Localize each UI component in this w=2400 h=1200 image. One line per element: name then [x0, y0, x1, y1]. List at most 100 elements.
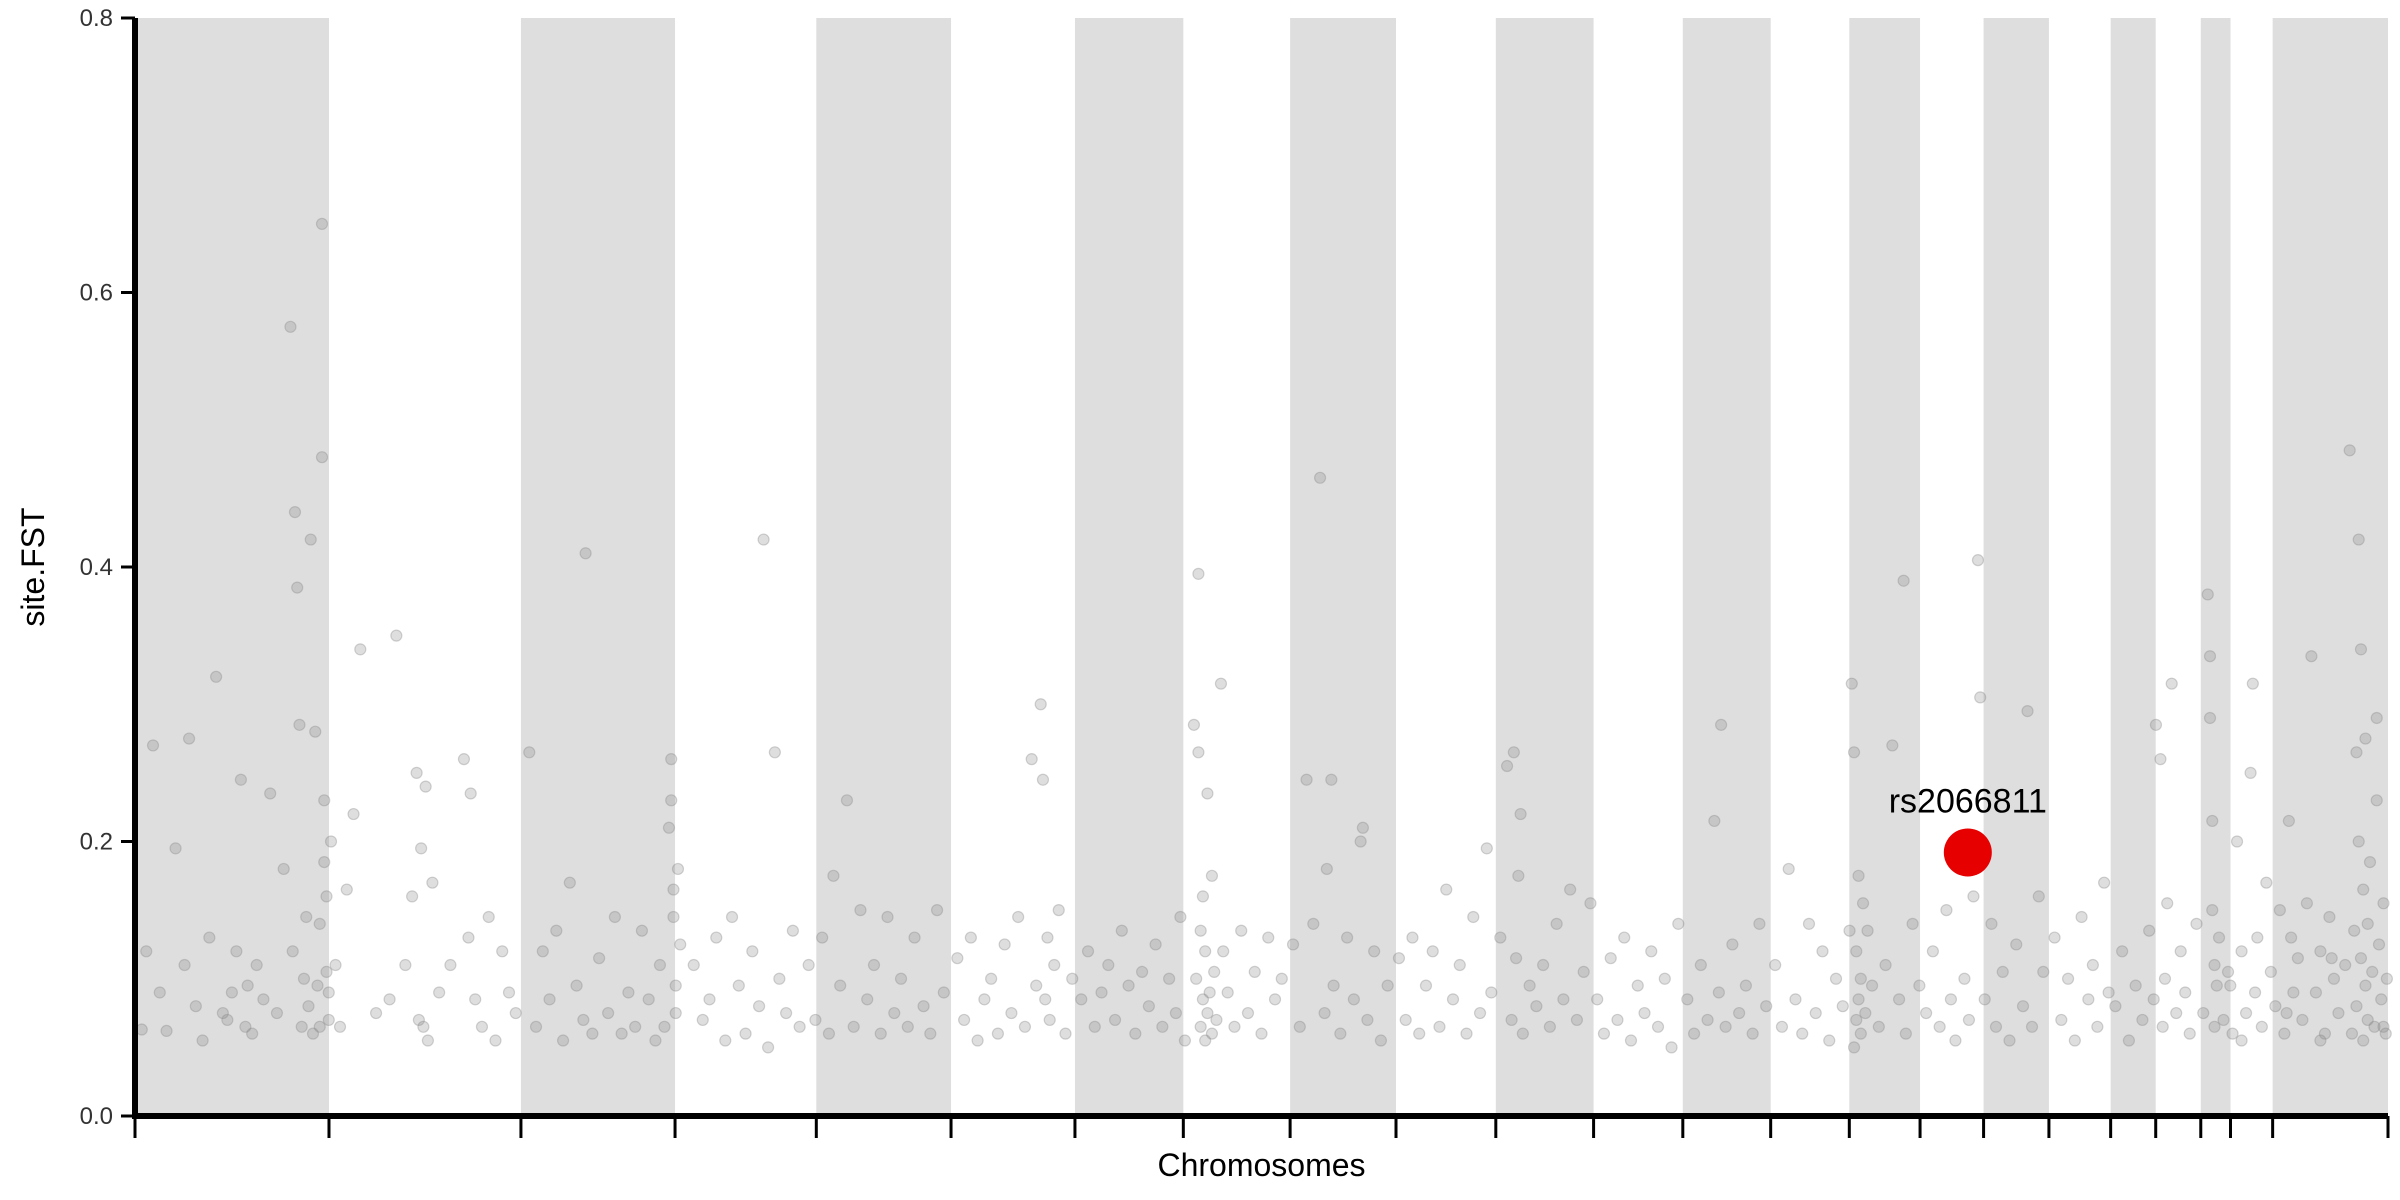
- snp-point: [1854, 1027, 1867, 1040]
- y-tick-label: 0.2: [80, 829, 113, 856]
- snp-point: [246, 1027, 259, 1040]
- snp-point: [2314, 1034, 2327, 1047]
- snp-point: [464, 787, 477, 800]
- snp-point: [586, 1027, 599, 1040]
- snp-point: [1850, 1013, 1863, 1027]
- snp-point: [1446, 993, 1460, 1006]
- snp-point: [1658, 972, 1671, 985]
- snp-point: [768, 746, 781, 759]
- snp-point: [1836, 1000, 1849, 1013]
- snp-point: [462, 931, 475, 944]
- snp-point: [2352, 835, 2365, 848]
- snp-point: [182, 732, 196, 745]
- snp-point: [2264, 965, 2277, 978]
- snp-point: [502, 986, 516, 999]
- snp-point: [1944, 993, 1958, 1006]
- snp-point: [1604, 952, 1617, 965]
- highlight-point: [1943, 828, 1992, 877]
- snp-point: [444, 958, 457, 972]
- snp-point: [324, 835, 338, 848]
- snp-point: [1059, 1027, 1072, 1040]
- snp-point: [311, 979, 324, 992]
- snp-point: [2332, 1006, 2345, 1020]
- snp-point: [1473, 1006, 1487, 1020]
- snp-point: [399, 958, 412, 972]
- snp-point: [998, 938, 1011, 951]
- snp-point: [1347, 993, 1360, 1006]
- snp-point: [313, 917, 326, 930]
- snp-point: [2361, 917, 2374, 930]
- snp-point: [1687, 1027, 1701, 1040]
- snp-point: [1769, 958, 1782, 972]
- snp-point: [1899, 1027, 1912, 1040]
- snp-point: [1591, 993, 1604, 1006]
- snp-point: [1217, 945, 1230, 958]
- snp-point: [2280, 1006, 2293, 1020]
- snp-point: [1034, 698, 1047, 711]
- snp-point: [1681, 993, 1694, 1006]
- snp-point: [457, 753, 471, 766]
- snp-point: [1214, 677, 1228, 690]
- snp-point: [1075, 993, 1088, 1006]
- snp-point: [1187, 718, 1201, 731]
- snp-point: [669, 1006, 682, 1020]
- snp-point: [653, 958, 667, 972]
- snp-point: [1361, 1013, 1374, 1027]
- snp-point: [2116, 945, 2129, 958]
- snp-point: [1847, 746, 1861, 759]
- snp-point: [216, 1006, 229, 1020]
- snp-point: [1406, 931, 1419, 944]
- snp-point: [793, 1020, 806, 1033]
- snp-point: [1854, 972, 1867, 985]
- snp-point: [1512, 869, 1525, 882]
- chromosome-band: [1495, 18, 1594, 1116]
- snp-point: [2251, 931, 2264, 944]
- snp-point: [1507, 746, 1520, 759]
- snp-point: [1516, 1027, 1529, 1040]
- snp-point: [2201, 588, 2214, 601]
- snp-point: [2339, 958, 2352, 972]
- snp-point: [1480, 842, 1493, 855]
- snp-point: [529, 1020, 543, 1033]
- snp-point: [662, 821, 676, 834]
- x-axis-title: Chromosomes: [1157, 1147, 1365, 1183]
- snp-point: [635, 924, 649, 937]
- snp-point: [822, 1027, 836, 1040]
- snp-point: [291, 581, 304, 594]
- chromosome-band: [2272, 18, 2388, 1116]
- snp-point: [1088, 1020, 1101, 1033]
- snp-point: [2021, 705, 2034, 718]
- snp-point: [2300, 897, 2313, 910]
- snp-point: [854, 904, 867, 917]
- snp-point: [2226, 1027, 2239, 1040]
- snp-point: [2170, 1006, 2183, 1020]
- snp-point: [816, 931, 829, 944]
- snp-point: [1926, 945, 1939, 958]
- snp-point: [1203, 986, 1216, 999]
- snp-point: [2244, 766, 2257, 779]
- snp-point: [322, 986, 335, 999]
- snp-point: [1413, 1027, 1426, 1040]
- snp-point: [1208, 965, 1221, 978]
- snp-point: [1210, 1013, 1223, 1027]
- snp-point: [221, 1013, 234, 1027]
- snp-point: [840, 794, 854, 807]
- snp-point: [1845, 677, 1858, 690]
- snp-point: [563, 876, 576, 889]
- snp-point: [1523, 979, 1536, 992]
- snp-point: [719, 1034, 732, 1047]
- snp-point: [1005, 1006, 1018, 1020]
- snp-point: [2055, 1013, 2068, 1027]
- snp-point: [309, 725, 322, 738]
- snp-point: [861, 993, 874, 1006]
- snp-point: [2296, 1013, 2309, 1027]
- snp-point: [1192, 567, 1205, 580]
- snp-point: [2359, 732, 2372, 745]
- snp-point: [958, 1013, 971, 1027]
- snp-point: [297, 972, 311, 985]
- snp-point: [1865, 979, 1879, 992]
- snp-point: [153, 986, 166, 999]
- y-tick-label: 0.0: [80, 1103, 113, 1130]
- snp-point: [2368, 1020, 2381, 1033]
- snp-point: [210, 670, 223, 683]
